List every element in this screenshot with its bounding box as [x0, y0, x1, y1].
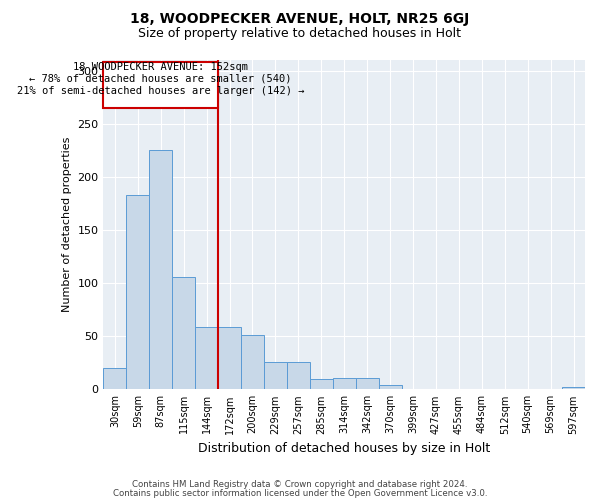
Bar: [562, 387, 585, 390]
Y-axis label: Number of detached properties: Number of detached properties: [62, 137, 72, 312]
FancyBboxPatch shape: [103, 62, 218, 108]
Text: 18 WOODPECKER AVENUE: 152sqm: 18 WOODPECKER AVENUE: 152sqm: [73, 62, 248, 72]
Bar: [379, 385, 401, 390]
X-axis label: Distribution of detached houses by size in Holt: Distribution of detached houses by size …: [198, 442, 490, 455]
Text: 21% of semi-detached houses are larger (142) →: 21% of semi-detached houses are larger (…: [17, 86, 304, 96]
Bar: [241, 335, 264, 390]
Bar: [264, 362, 287, 390]
Text: Size of property relative to detached houses in Holt: Size of property relative to detached ho…: [139, 28, 461, 40]
Bar: [218, 326, 241, 390]
Bar: [127, 195, 149, 390]
Bar: [172, 276, 195, 390]
Text: 18, WOODPECKER AVENUE, HOLT, NR25 6GJ: 18, WOODPECKER AVENUE, HOLT, NR25 6GJ: [130, 12, 470, 26]
Bar: [287, 362, 310, 390]
Bar: [333, 378, 356, 390]
Bar: [149, 150, 172, 390]
Bar: [195, 326, 218, 390]
Bar: [356, 378, 379, 390]
Bar: [310, 378, 333, 390]
Bar: [103, 368, 127, 390]
Text: Contains public sector information licensed under the Open Government Licence v3: Contains public sector information licen…: [113, 490, 487, 498]
Text: ← 78% of detached houses are smaller (540): ← 78% of detached houses are smaller (54…: [29, 74, 292, 84]
Text: Contains HM Land Registry data © Crown copyright and database right 2024.: Contains HM Land Registry data © Crown c…: [132, 480, 468, 489]
